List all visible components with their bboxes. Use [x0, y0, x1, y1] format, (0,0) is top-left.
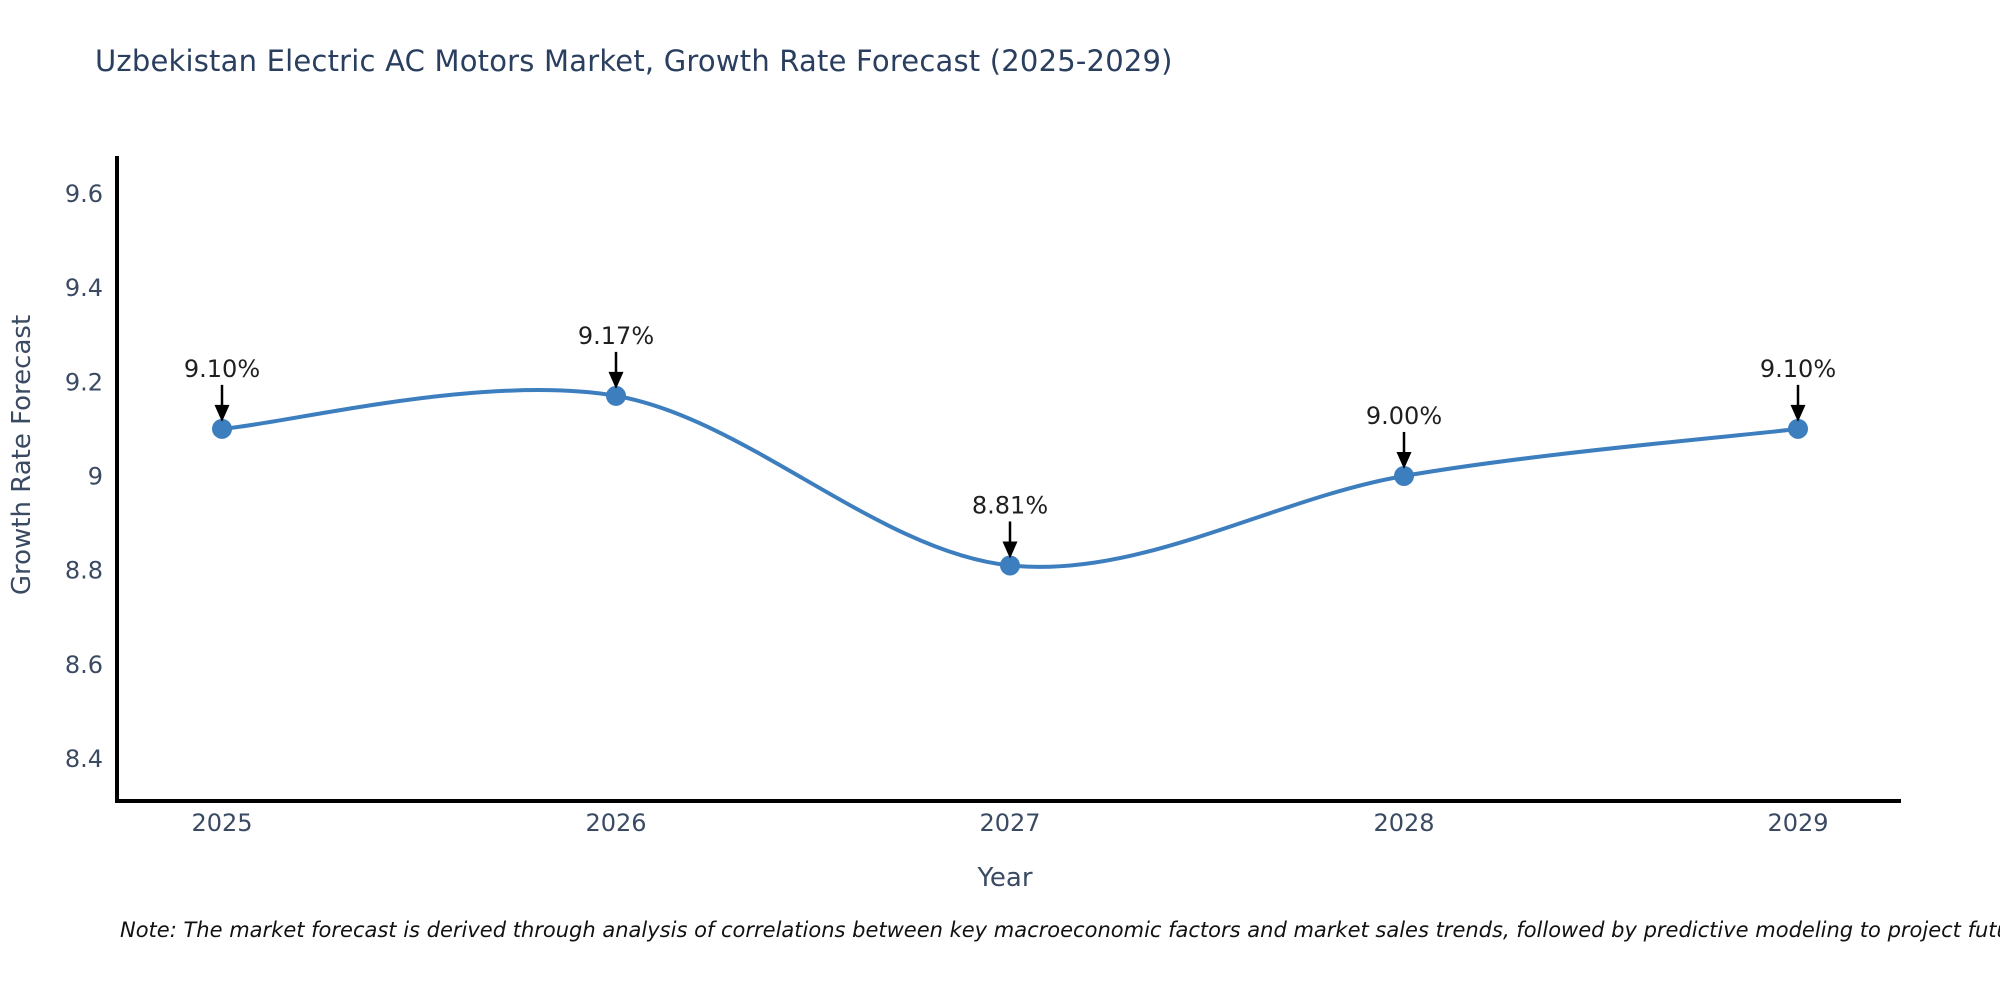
chart-title: Uzbekistan Electric AC Motors Market, Gr… — [95, 44, 1173, 78]
data-point-marker — [1788, 418, 1808, 439]
x-tick-label: 2025 — [191, 809, 252, 837]
annotation-arrow-head — [1790, 404, 1806, 422]
axis-lines — [115, 156, 1901, 803]
data-point-marker — [1394, 465, 1414, 486]
data-point-label: 9.10% — [1760, 355, 1836, 383]
x-tick-label: 2029 — [1767, 809, 1828, 837]
data-point-label: 8.81% — [972, 491, 1048, 519]
plot-area: 9.6 9.4 9.2 9 8.8 8.6 8.4 2025 2026 2027 2028 2029 Y… — [7, 156, 1901, 893]
x-tick-label: 2026 — [585, 809, 646, 837]
data-point-label: 9.00% — [1366, 402, 1442, 430]
y-tick-label: 9.6 — [65, 180, 103, 208]
x-axis-title: Year — [976, 863, 1032, 893]
data-point-marker — [606, 385, 626, 406]
annotation-arrow-head — [214, 404, 230, 422]
data-point-marker — [212, 418, 232, 439]
data-point-label: 9.10% — [184, 355, 260, 383]
y-tick-label: 8.8 — [65, 557, 103, 585]
annotation-arrow-head — [608, 371, 624, 389]
y-tick-label: 9 — [88, 462, 103, 490]
data-point-marker — [1000, 555, 1020, 576]
y-axis-title: Growth Rate Forecast — [7, 315, 37, 595]
y-tick-label: 9.2 — [65, 368, 103, 396]
y-tick-label: 8.6 — [65, 651, 103, 679]
x-tick-label: 2027 — [979, 809, 1040, 837]
x-tick-label: 2028 — [1373, 809, 1434, 837]
annotation-arrow-head — [1396, 451, 1412, 469]
annotation-arrow-head — [1002, 541, 1018, 559]
footnote: Note: The market forecast is derived thr… — [120, 918, 2000, 942]
y-tick-label: 9.4 — [65, 274, 103, 302]
data-point-label: 9.17% — [578, 322, 654, 350]
y-tick-label: 8.4 — [65, 745, 103, 773]
